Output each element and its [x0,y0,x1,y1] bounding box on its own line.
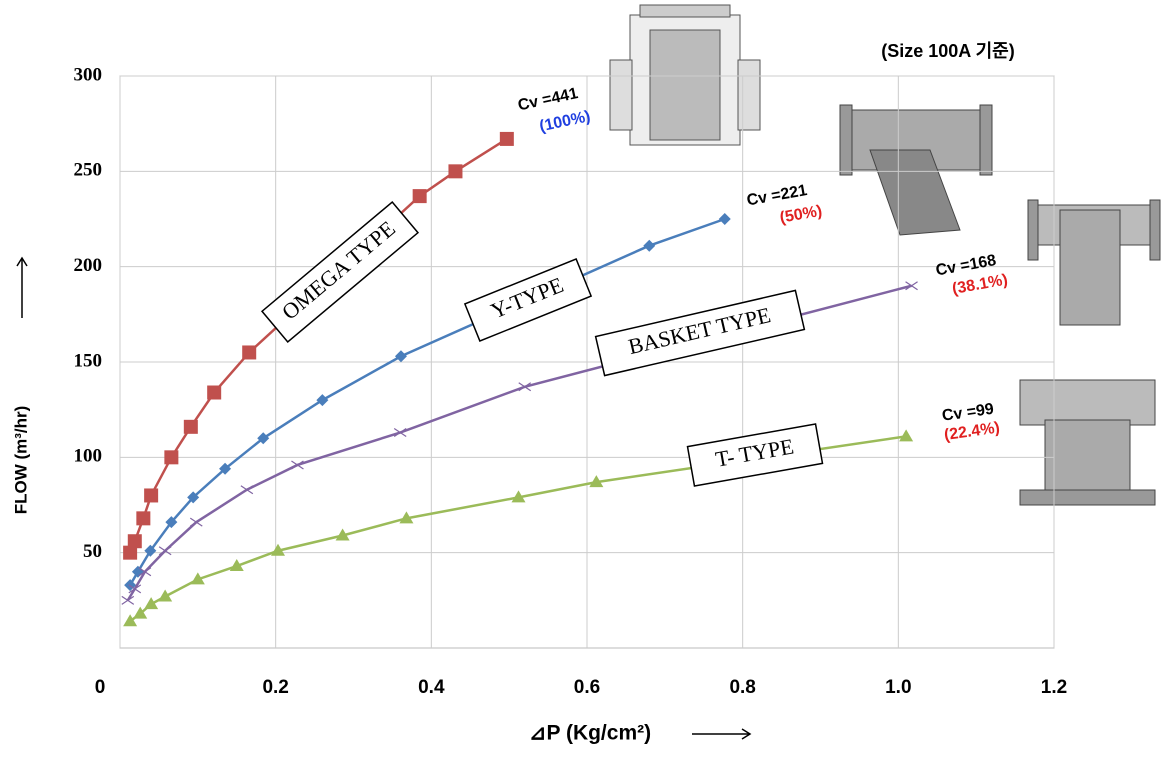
chart: ⊿P (Kg/cm²) FLOW (m³/hr) 50 100 150 200 250 3… [0,0,1165,754]
x-tick-label: 0.8 [729,677,755,698]
x-tick-label: 0.6 [574,677,600,698]
x-tick-label: 0 [95,677,106,698]
x-axis-label: ⊿P (Kg/cm²) [529,722,651,745]
point [448,164,462,178]
y-tick-label: 300 [74,64,103,85]
point [413,189,427,203]
x-tick-label: 0.4 [418,677,445,698]
x-tick-label: 1.2 [1041,677,1067,698]
omega-strainer-image [610,5,760,145]
y-tick-label: 200 [74,255,103,276]
y-axis-label: FLOW (m³/hr) [11,406,30,515]
y-tick-label: 250 [74,160,103,181]
annotation: (Size 100A 기준) [881,41,1015,61]
y-tick-label: 50 [83,541,102,562]
point [242,345,256,359]
point [164,450,178,464]
point [207,386,221,400]
x-tick-label: 1.0 [885,677,911,698]
point [500,132,514,146]
point [184,420,198,434]
x-tick-label: 0.2 [262,677,288,698]
point [144,488,158,502]
point [128,534,142,548]
point [136,511,150,525]
y-tick-label: 100 [74,446,103,467]
y-tick-label: 150 [74,350,103,371]
